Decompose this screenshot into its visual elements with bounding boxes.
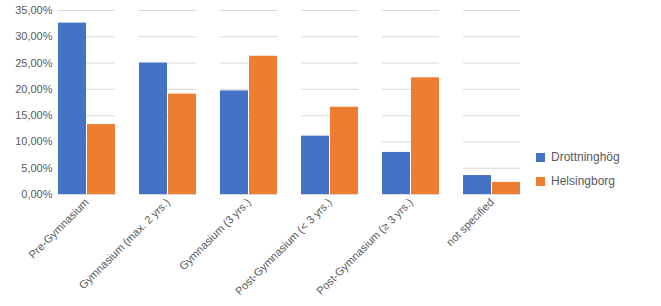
- html-text:Helsingborg: Helsingborg: [551, 174, 615, 188]
- svg-text:0,00%: 0,00%: [21, 188, 52, 200]
- svg-text:20,00%: 20,00%: [15, 83, 53, 95]
- svg-text:Gymnasium (max. 2 yrs.): Gymnasium (max. 2 yrs.): [77, 196, 172, 291]
- svg-text:35,00%: 35,00%: [15, 4, 53, 16]
- svg-text:30,00%: 30,00%: [15, 30, 53, 42]
- svg-text:10,00%: 10,00%: [15, 135, 53, 147]
- svg-text:15,00%: 15,00%: [15, 109, 53, 121]
- svg-text:Post-Gymnasium (≥ 3 yrs.): Post-Gymnasium (≥ 3 yrs.): [314, 196, 415, 297]
- svg-text:Pre-Gymnasium: Pre-Gymnasium: [26, 196, 91, 261]
- svg-text:not specified: not specified: [444, 196, 496, 248]
- svg-text:25,00%: 25,00%: [15, 57, 53, 69]
- svg-text:5,00%: 5,00%: [21, 162, 52, 174]
- svg-text:Post-Gymnasium (< 3 yrs.): Post-Gymnasium (< 3 yrs.): [233, 196, 334, 297]
- svg-text:Gymnasium (3 yrs.): Gymnasium (3 yrs.): [177, 196, 253, 272]
- html-text:Drottninghög: Drottninghög: [551, 150, 620, 164]
